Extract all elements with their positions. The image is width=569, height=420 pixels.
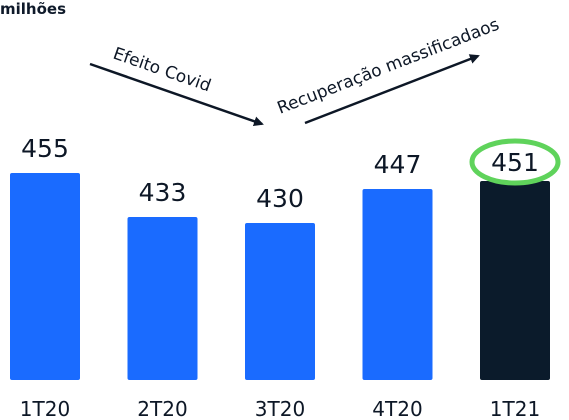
value-label-1t20: 455 bbox=[21, 134, 69, 163]
bar-4t20 bbox=[362, 189, 433, 380]
highlight-circle bbox=[469, 138, 561, 186]
bar-1t20 bbox=[10, 173, 80, 380]
bar-1t21 bbox=[480, 181, 550, 380]
category-label-2t20: 2T20 bbox=[137, 397, 187, 420]
category-label-1t21: 1T21 bbox=[490, 397, 540, 420]
category-label-1t20: 1T20 bbox=[20, 397, 70, 420]
value-label-2t20: 433 bbox=[139, 178, 187, 207]
bar-2t20 bbox=[127, 217, 198, 380]
category-label-4t20: 4T20 bbox=[372, 397, 422, 420]
value-label-4t20: 447 bbox=[374, 150, 422, 179]
trend-arrow-1 bbox=[89, 62, 264, 127]
category-label-3t20: 3T20 bbox=[255, 397, 305, 420]
value-label-3t20: 430 bbox=[256, 184, 304, 213]
annotation-2: Recuperação massificadaos bbox=[275, 15, 503, 119]
value-label-1t21: 451 bbox=[491, 148, 539, 177]
unit-label: milhões bbox=[0, 0, 66, 18]
trend-arrow-2 bbox=[304, 54, 480, 125]
bar-3t20 bbox=[245, 223, 315, 380]
